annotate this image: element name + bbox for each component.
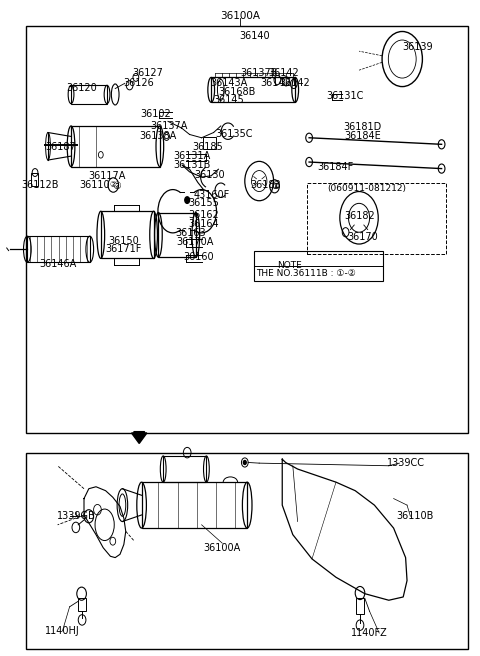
Text: 1339GB: 1339GB bbox=[57, 511, 95, 522]
Text: ②: ② bbox=[110, 180, 117, 190]
Text: 36138A: 36138A bbox=[140, 131, 177, 141]
Text: 36150: 36150 bbox=[108, 236, 139, 246]
Text: ①: ① bbox=[272, 181, 280, 192]
Text: 36142: 36142 bbox=[279, 77, 310, 88]
Text: ①: ① bbox=[271, 182, 278, 191]
Text: 36120: 36120 bbox=[66, 83, 97, 93]
Text: 36137B: 36137B bbox=[240, 68, 278, 79]
Bar bbox=[158, 213, 196, 257]
Text: 36142: 36142 bbox=[268, 68, 299, 79]
Bar bbox=[26, 453, 468, 649]
Text: 36110: 36110 bbox=[80, 180, 110, 190]
Text: 36185: 36185 bbox=[192, 142, 223, 152]
Bar bbox=[142, 482, 247, 528]
Text: 36117A: 36117A bbox=[88, 171, 125, 182]
Text: 36142: 36142 bbox=[260, 77, 291, 88]
Bar bbox=[27, 236, 90, 262]
Text: 36184F: 36184F bbox=[317, 161, 353, 172]
Text: 36187: 36187 bbox=[46, 142, 76, 152]
Bar bbox=[254, 251, 383, 281]
Text: 36112B: 36112B bbox=[21, 180, 59, 190]
Bar bbox=[356, 598, 364, 614]
Text: 1339CC: 1339CC bbox=[386, 458, 425, 468]
Text: 1140FZ: 1140FZ bbox=[351, 628, 388, 638]
Text: 36182: 36182 bbox=[345, 211, 375, 222]
Text: 36102: 36102 bbox=[141, 109, 171, 119]
Bar bbox=[31, 173, 38, 186]
Circle shape bbox=[185, 197, 190, 203]
Text: 36131A: 36131A bbox=[173, 151, 211, 161]
Bar bbox=[307, 183, 446, 254]
Text: 36143A: 36143A bbox=[210, 77, 247, 88]
Text: NOTE: NOTE bbox=[277, 260, 302, 270]
Text: 36100A: 36100A bbox=[220, 11, 260, 22]
Text: ②: ② bbox=[113, 180, 121, 191]
Text: 36145: 36145 bbox=[213, 95, 244, 106]
Text: 36135C: 36135C bbox=[215, 129, 252, 140]
Text: 36171F: 36171F bbox=[106, 244, 142, 255]
Text: 36162: 36162 bbox=[188, 210, 219, 220]
Text: THE NO.36111B : ①-②: THE NO.36111B : ①-② bbox=[256, 269, 356, 278]
Bar bbox=[203, 137, 216, 149]
Bar bbox=[101, 211, 154, 258]
Text: 36127: 36127 bbox=[132, 68, 163, 79]
Text: 36183: 36183 bbox=[250, 180, 281, 190]
Text: 36170: 36170 bbox=[347, 232, 378, 243]
Text: 36181D: 36181D bbox=[344, 121, 382, 132]
Text: 36100A: 36100A bbox=[204, 543, 241, 553]
Text: 36137A: 36137A bbox=[151, 121, 188, 131]
Text: 36168B: 36168B bbox=[218, 87, 255, 97]
Bar bbox=[71, 126, 160, 167]
Text: 36170A: 36170A bbox=[176, 237, 214, 247]
Text: 36163: 36163 bbox=[175, 228, 206, 238]
Bar bbox=[78, 598, 86, 611]
FancyArrow shape bbox=[132, 432, 147, 443]
Text: 36126: 36126 bbox=[123, 78, 154, 89]
Text: 36146A: 36146A bbox=[39, 258, 76, 269]
Text: 36130: 36130 bbox=[194, 170, 225, 180]
Text: 36155: 36155 bbox=[188, 197, 219, 208]
Text: 36140: 36140 bbox=[239, 31, 270, 41]
Text: 36110B: 36110B bbox=[396, 511, 434, 522]
Bar bbox=[26, 26, 468, 433]
Text: 36160: 36160 bbox=[183, 252, 214, 262]
Text: 43160F: 43160F bbox=[193, 190, 230, 201]
Text: 36184E: 36184E bbox=[345, 131, 381, 141]
Bar bbox=[211, 77, 295, 102]
Circle shape bbox=[243, 461, 246, 464]
Text: 36164: 36164 bbox=[188, 218, 219, 229]
Bar bbox=[71, 85, 107, 104]
Text: 36131B: 36131B bbox=[173, 159, 211, 170]
Text: 36131C: 36131C bbox=[326, 91, 363, 101]
Text: 1140HJ: 1140HJ bbox=[45, 626, 80, 636]
Text: 36139: 36139 bbox=[402, 42, 433, 52]
Text: (060911-081212): (060911-081212) bbox=[328, 184, 407, 194]
Bar bbox=[163, 456, 206, 482]
